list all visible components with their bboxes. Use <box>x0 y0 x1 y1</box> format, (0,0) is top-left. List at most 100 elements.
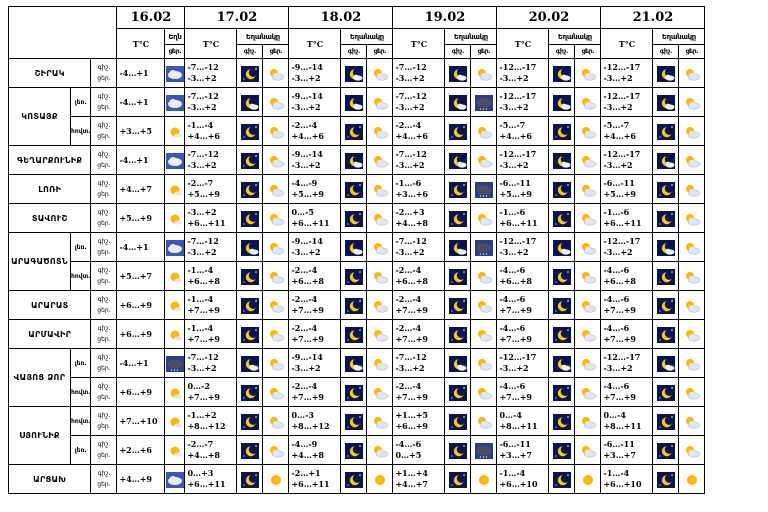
region-name: ԱՐԱԳԱԾՈՏՆ <box>8 232 71 291</box>
day-temperature: -4…+1 <box>116 348 166 378</box>
night-weather-icon-cell <box>340 406 368 436</box>
temperature-range: -7…-12 -3…+2 <box>184 348 238 378</box>
night-day-labels: գիշ. ցեր. <box>90 290 118 320</box>
moon-cloud-icon <box>344 66 363 82</box>
night-temperature: -4…-6 <box>603 323 630 333</box>
region-name: ԳԵՂԱՐՔՈՒՆԻՔ <box>7 145 92 175</box>
temperature-range: 0…-2 +7…+9 <box>184 377 238 407</box>
night-temperature: -4…-6 <box>499 265 526 275</box>
night-temperature: -6…-11 <box>499 178 531 188</box>
temperature-range: -12…-17 -3…+2 <box>600 87 654 117</box>
partly-cloudy-icon <box>475 327 493 343</box>
partly-cloudy-icon <box>683 182 701 198</box>
night-weather-icon-cell <box>652 435 680 465</box>
partly-cloudy-icon <box>683 211 701 227</box>
day-temperature: -3…+2 <box>187 160 217 170</box>
region-name: ՏԱՎՈՒՇ <box>7 203 92 233</box>
night-temperature: -2…-4 <box>291 381 318 391</box>
day-label: ցեր. <box>97 133 111 140</box>
sun-icon <box>579 472 597 488</box>
dark-cloud-icon <box>474 182 493 198</box>
partly-cloudy-icon <box>579 385 597 401</box>
temperature-range: -4…-9 +5…+9 <box>288 174 342 204</box>
day-label: ցեր. <box>97 452 111 459</box>
day-temperature: -4…+1 <box>116 58 166 88</box>
night-weather-icon-cell <box>652 174 680 204</box>
temperature-range: -7…-12 -3…+2 <box>392 232 446 262</box>
day-temperature: +4…+9 <box>116 464 166 494</box>
night-temperature: 0…-2 <box>187 381 210 391</box>
night-temperature: -9…-14 <box>291 91 323 101</box>
partly-cloudy-icon <box>267 182 285 198</box>
day-weather-icon-cell <box>262 464 290 494</box>
night-day-labels: գիշ. ցեր. <box>90 348 118 378</box>
night-weather-icon-cell <box>548 348 576 378</box>
moon-cloud-icon <box>240 356 259 372</box>
temperature-range: -2…-4 +6…+8 <box>288 261 342 291</box>
night-weather-icon-cell <box>548 290 576 320</box>
forecast-row: ԳԵՂԱՐՔՈՒՆԻՔ գիշ. ցեր. -4…+1 -7…-12 -3…+2 -9…-1… <box>7 145 706 175</box>
day-weather-icon-cell <box>262 319 290 349</box>
temperature-range: -1…+2 +8…+12 <box>184 406 238 436</box>
day-weather-icon-cell <box>678 203 706 233</box>
forecast-row: ՎԱՅՈՑ ՁՈՐ լեռ. գիշ. ցեր. -4…+1 -7…-12 -3…+2 -9…… <box>8 348 706 407</box>
partly-cloudy-icon <box>683 327 701 343</box>
day-weather-icon-cell <box>164 58 186 88</box>
night-day-labels: գիշ. ցեր. <box>90 87 118 117</box>
cloudy-icon <box>165 66 184 82</box>
day-temperature: +6…+11 <box>499 218 538 228</box>
temperature-range: -1…-4 +6…+10 <box>496 464 550 494</box>
weather-header: Եղանակը <box>236 28 290 45</box>
temperature-range: -9…-14 -3…+2 <box>288 145 342 175</box>
moon-icon <box>656 472 675 488</box>
subregion-label: հովտ. <box>69 377 92 407</box>
day-temperature: +4…+8 <box>395 218 428 228</box>
day-temperature: +6…+9 <box>116 290 166 320</box>
night-header: գիշ. <box>548 44 576 59</box>
partly-cloudy-icon <box>371 95 389 111</box>
day-temperature: +5…+9 <box>187 189 220 199</box>
moon-icon <box>656 298 675 314</box>
moon-icon <box>552 327 571 343</box>
temperature-range: -7…-12 -3…+2 <box>392 348 446 378</box>
day-temperature: +4…+7 <box>116 174 166 204</box>
sun-cloud-icon <box>166 269 184 285</box>
temperature-range: -3…+2 +6…+11 <box>184 203 238 233</box>
night-temperature: 0…-5 <box>291 207 314 217</box>
night-weather-icon-cell <box>236 406 264 436</box>
moon-icon <box>240 182 259 198</box>
day-weather-icon-cell <box>470 406 498 436</box>
night-temperature: -4…-6 <box>395 439 422 449</box>
night-temperature: -1…+2 <box>187 410 217 420</box>
temperature-range: -1…-6 +6…+11 <box>600 203 654 233</box>
day-temperature: -3…+2 <box>291 363 321 373</box>
moon-cloud-icon <box>656 356 675 372</box>
day-temperature: -3…+2 <box>603 363 633 373</box>
partly-cloudy-icon <box>371 385 389 401</box>
day-temperature: -3…+2 <box>395 247 425 257</box>
day-weather-icon-cell <box>164 203 186 233</box>
day-weather-icon-cell <box>574 377 602 407</box>
day-weather-icon-cell <box>574 348 602 378</box>
night-temperature: -7…-12 <box>395 352 427 362</box>
day-temperature: +6…+11 <box>291 218 330 228</box>
night-temperature: -3…+2 <box>187 207 217 217</box>
temperature-range: -4…-6 +6…+8 <box>496 261 550 291</box>
day-temperature: +7…+9 <box>187 392 220 402</box>
day-temperature: +4…+6 <box>291 131 324 141</box>
day-weather-icon-cell <box>678 290 706 320</box>
partly-cloudy-icon <box>579 414 597 430</box>
night-weather-icon-cell <box>236 377 264 407</box>
moon-icon <box>656 385 675 401</box>
moon-icon <box>344 211 363 227</box>
partly-cloudy-icon <box>579 443 597 459</box>
dark-cloud-icon <box>474 240 493 256</box>
temp-header: T°C <box>600 28 654 59</box>
night-weather-icon-cell <box>548 232 576 262</box>
moon-icon <box>656 182 675 198</box>
temp-header: T°C <box>288 28 342 59</box>
night-temperature: -9…-14 <box>291 62 323 72</box>
moon-icon <box>656 269 675 285</box>
daynight-header-row: ցեր. գիշ. ցեր. գիշ. ցեր. գիշ. ցեր. գիշ. ցեր. գիշ.… <box>9 44 706 59</box>
night-weather-icon-cell <box>444 348 472 378</box>
